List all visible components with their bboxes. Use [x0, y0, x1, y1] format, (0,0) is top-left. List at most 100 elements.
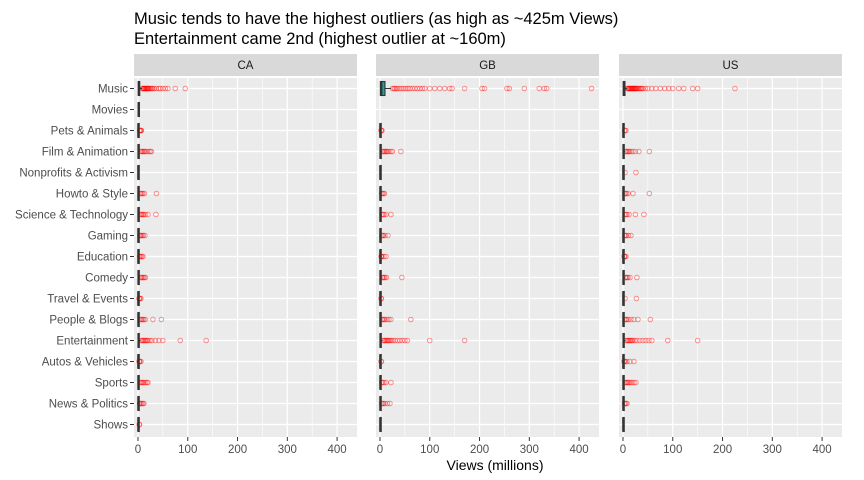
x-tick-label-gb-100: 100	[420, 444, 439, 456]
outlier-point	[140, 316, 146, 323]
outlier-point	[153, 190, 160, 197]
outlier-point	[147, 148, 154, 155]
facet-strip-gb	[376, 54, 599, 76]
outlier-point	[384, 400, 391, 407]
outlier-point	[382, 316, 388, 323]
boxplot-us-autos-and-vehicles	[621, 353, 637, 370]
outlier-point	[642, 85, 649, 92]
boxplot-ca-howto-and-style	[137, 185, 160, 202]
outlier-point	[635, 316, 641, 323]
outlier-point	[145, 85, 152, 92]
outlier-point	[446, 85, 453, 92]
outlier-point	[384, 337, 390, 344]
outlier-point	[143, 337, 149, 344]
outlier-point	[436, 85, 443, 92]
outlier-point	[387, 400, 393, 407]
outlier-point	[142, 148, 149, 155]
outlier-point	[160, 85, 166, 92]
outlier-point	[626, 211, 632, 218]
boxplot-gb-science-and-technology	[379, 206, 394, 223]
outlier-point	[399, 274, 405, 281]
x-tick-label-us-100: 100	[663, 444, 682, 456]
y-tick-label-shows: Shows	[93, 420, 128, 432]
outlier-point	[645, 85, 651, 92]
boxplot-gb-entertainment	[379, 332, 468, 349]
outlier-point	[382, 148, 389, 155]
outlier-point	[145, 211, 151, 218]
boxplot-gb-autos-and-vehicles	[378, 353, 385, 370]
outlier-point	[665, 337, 671, 344]
outlier-point	[479, 85, 485, 92]
outlier-point	[625, 232, 632, 239]
outlier-point	[419, 85, 426, 92]
boxplot-gb-education	[378, 248, 389, 265]
boxplot-gb-nonprofits-and-activism	[379, 164, 382, 181]
outlier-point	[630, 85, 636, 92]
outlier-point	[383, 148, 390, 155]
outlier-point	[625, 337, 631, 344]
outlier-point	[382, 337, 388, 344]
outlier-point	[630, 148, 636, 155]
x-tick-label-ca-200: 200	[228, 444, 247, 456]
outlier-point	[412, 85, 418, 92]
outlier-point	[653, 85, 659, 92]
outlier-point	[646, 148, 653, 155]
y-tick-label-music: Music	[98, 84, 128, 96]
outlier-point	[143, 85, 150, 92]
boxplot-ca-pets-and-animals	[136, 122, 145, 139]
outlier-point	[407, 85, 413, 92]
x-axis-title: Views (millions)	[447, 457, 544, 473]
outlier-point	[629, 379, 635, 386]
outlier-point	[630, 85, 637, 92]
outlier-point	[140, 253, 146, 260]
outlier-point	[631, 316, 637, 323]
boxplot-us-howto-and-style	[621, 185, 653, 202]
outlier-point	[627, 379, 634, 386]
outlier-point	[633, 295, 640, 302]
y-tick-label-comedy: Comedy	[85, 273, 128, 285]
y-tick-label-travel-and-events: Travel & Events	[47, 294, 128, 306]
y-tick-label-film-and-animation: Film & Animation	[42, 147, 128, 159]
outlier-point	[384, 148, 391, 155]
outlier-point	[402, 337, 408, 344]
outlier-point	[626, 85, 633, 92]
outlier-point	[646, 337, 652, 344]
outlier-point	[627, 85, 633, 92]
outlier-point	[399, 85, 405, 92]
outlier-point	[635, 85, 641, 92]
outlier-point	[150, 316, 156, 323]
x-tick-label-ca-400: 400	[327, 444, 346, 456]
x-tick-label-gb-200: 200	[470, 444, 489, 456]
outlier-point	[141, 85, 148, 92]
y-tick-label-movies: Movies	[92, 105, 129, 117]
outlier-point	[449, 85, 455, 92]
outlier-point	[203, 337, 209, 344]
outlier-point	[414, 85, 421, 92]
facet-strip-label-ca: CA	[238, 60, 254, 72]
outlier-point	[680, 85, 687, 92]
panel-background-gb	[376, 78, 599, 437]
panel-background-ca	[134, 78, 357, 437]
boxplot-us-music	[622, 80, 738, 97]
outlier-point	[390, 337, 396, 344]
outlier-point	[632, 85, 638, 92]
boxplot-gb-music	[379, 80, 595, 97]
outlier-point	[625, 316, 632, 323]
outlier-point	[588, 85, 595, 92]
chart-title-line-1: Music tends to have the highest outliers…	[134, 10, 618, 28]
outlier-point	[633, 85, 639, 92]
boxplot-ca-film-and-animation	[137, 143, 155, 160]
outlier-point	[139, 232, 146, 239]
outlier-point	[382, 232, 388, 239]
outlier-point	[142, 274, 149, 281]
outlier-point	[142, 379, 149, 386]
outlier-point	[461, 85, 468, 92]
outlier-point	[165, 85, 171, 92]
outlier-point	[408, 316, 414, 323]
outlier-point	[140, 148, 147, 155]
boxplot-gb-pets-and-animals	[378, 122, 385, 139]
outlier-point	[631, 85, 637, 92]
outlier-point	[140, 274, 147, 281]
outlier-point	[441, 85, 448, 92]
facet-strip-us	[619, 54, 842, 76]
